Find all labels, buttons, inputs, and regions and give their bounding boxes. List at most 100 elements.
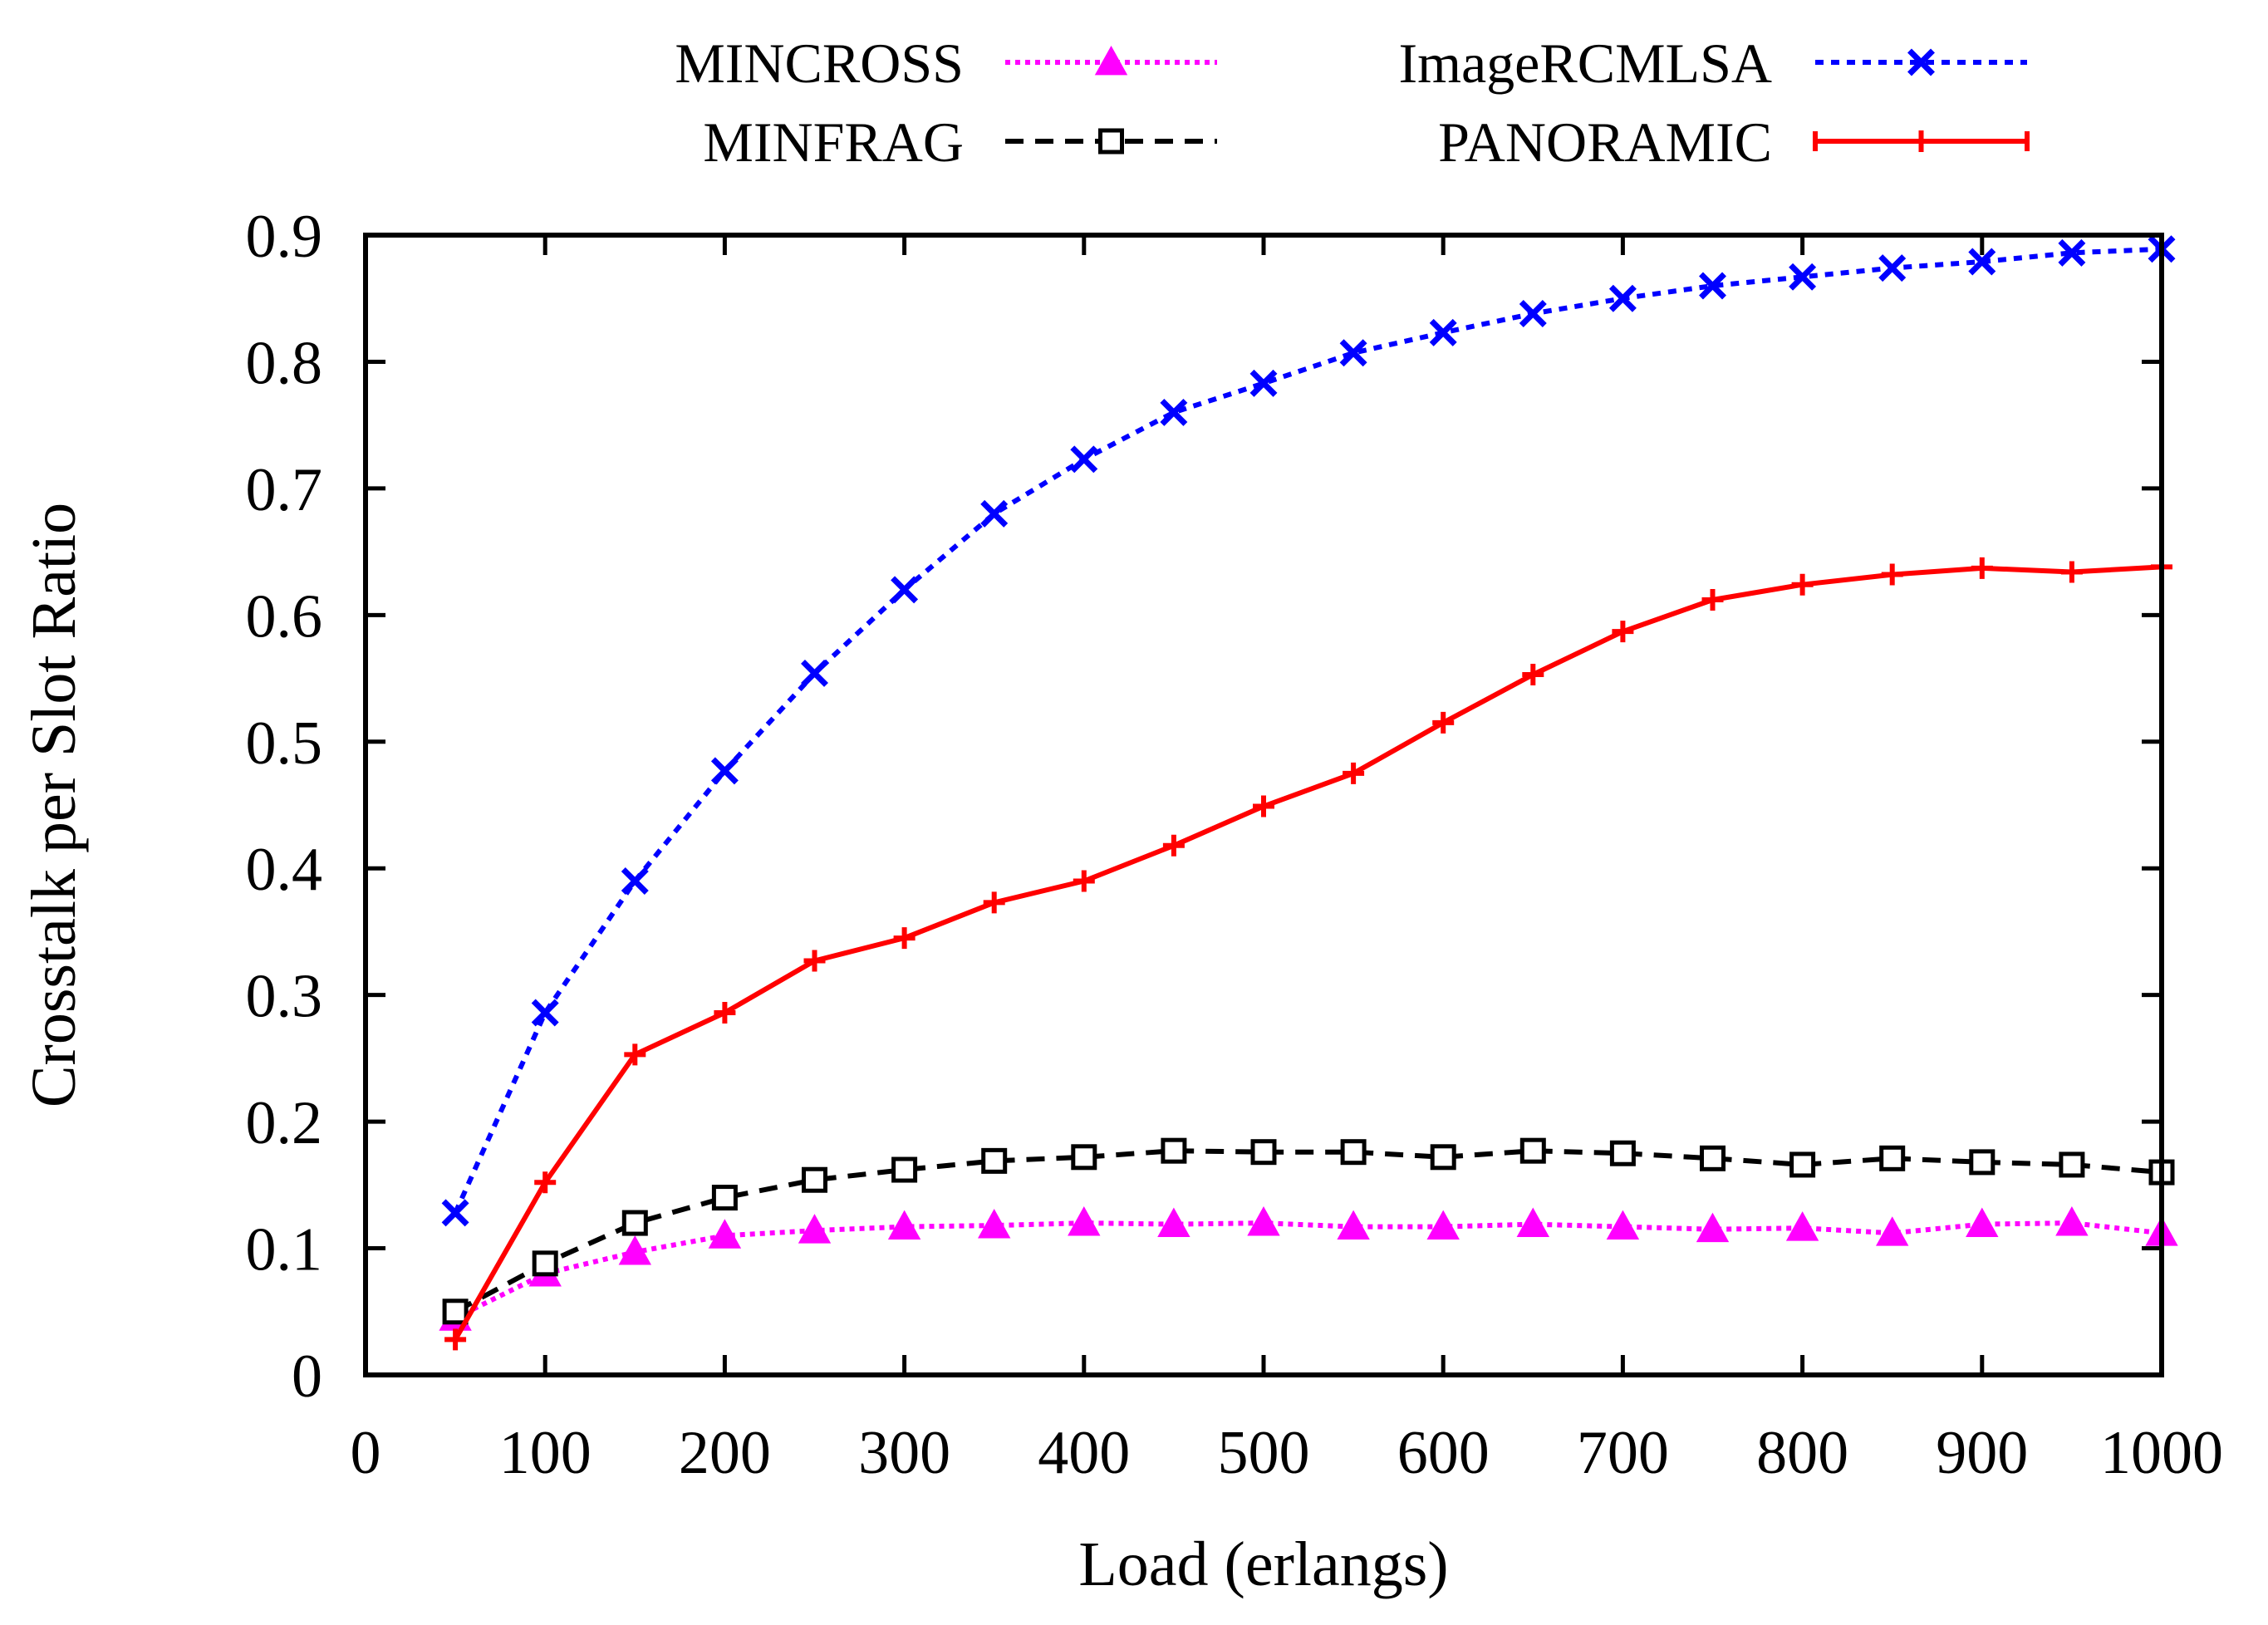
data-point-imagercmlsa (621, 867, 649, 895)
y-tick-label: 0.5 (246, 709, 323, 778)
data-point-mincross (1606, 1210, 1640, 1240)
data-point-panoramic (1253, 795, 1274, 817)
data-point-minfrag (1700, 1145, 1726, 1171)
legend-marker-panoramic (1910, 130, 1932, 152)
x-tick-label: 700 (1577, 1419, 1669, 1487)
data-point-imagercmlsa (441, 1199, 469, 1227)
y-tick-label: 0.4 (246, 836, 323, 904)
data-point-minfrag (711, 1185, 738, 1211)
series-panoramic (444, 556, 2172, 1351)
data-point-minfrag (1519, 1137, 1546, 1164)
data-point-mincross (1426, 1210, 1460, 1240)
data-point-imagercmlsa (1160, 398, 1188, 426)
data-point-panoramic (534, 1171, 557, 1194)
data-point-imagercmlsa (1699, 272, 1726, 300)
plot-frame (363, 233, 2164, 1377)
series-layer (439, 235, 2178, 1351)
data-point-imagercmlsa (980, 499, 1009, 528)
legend-marker-minfrag (1098, 128, 1124, 155)
data-point-imagercmlsa (801, 659, 828, 687)
x-tick-label: 200 (679, 1419, 771, 1487)
y-tick-label: 0.8 (246, 329, 323, 397)
data-point-imagercmlsa (531, 999, 559, 1027)
data-point-minfrag (532, 1250, 558, 1277)
series-line-mincross (454, 1220, 2162, 1321)
data-point-imagercmlsa (1070, 445, 1098, 474)
data-point-panoramic (714, 1002, 736, 1024)
y-tick-label: 0.9 (246, 203, 323, 271)
data-point-imagercmlsa (1878, 254, 1907, 282)
data-point-minfrag (981, 1147, 1008, 1174)
data-point-minfrag (802, 1166, 827, 1193)
data-point-minfrag (1340, 1139, 1367, 1166)
data-point-panoramic (893, 927, 916, 950)
legend-label-mincross: MINCROSS (675, 32, 964, 95)
series-line-minfrag (454, 1148, 2162, 1314)
x-tick-label: 0 (351, 1419, 381, 1487)
data-point-panoramic (983, 891, 1005, 914)
data-point-mincross (1337, 1210, 1370, 1240)
data-point-panoramic (444, 1328, 467, 1351)
data-point-minfrag (442, 1299, 469, 1325)
series-minfrag (442, 1137, 2175, 1325)
series-line-panoramic (453, 564, 2162, 1341)
data-point-mincross (1068, 1206, 1101, 1236)
y-tick-label: 0.1 (246, 1216, 323, 1284)
data-point-panoramic (624, 1043, 646, 1066)
ticks-layer: 0 100 200 300 400 500 600 700 800 900 1000 0 0.1 0.2 0… (246, 203, 2224, 1487)
data-point-mincross (2055, 1206, 2089, 1236)
series-line-imagercmlsa (453, 246, 2162, 1215)
data-point-mincross (798, 1214, 832, 1244)
data-point-minfrag (1969, 1149, 1996, 1176)
data-point-panoramic (803, 950, 826, 972)
x-tick-label: 800 (1756, 1419, 1848, 1487)
data-point-mincross (708, 1219, 742, 1249)
y-tick-label: 0.7 (246, 456, 323, 524)
data-point-imagercmlsa (1429, 318, 1457, 346)
data-point-minfrag (2059, 1151, 2085, 1178)
legend-marker-mincross (1094, 45, 1128, 76)
data-point-mincross (1157, 1207, 1190, 1237)
y-axis-title: Crosstalk per Slot Ratio (19, 503, 89, 1107)
legend-item-mincross: MINCROSS (675, 32, 1217, 95)
data-point-mincross (978, 1209, 1011, 1239)
data-point-panoramic (1881, 563, 1903, 586)
data-point-imagercmlsa (1789, 263, 1817, 291)
data-point-minfrag (1789, 1151, 1816, 1178)
data-point-mincross (1247, 1206, 1280, 1236)
x-tick-label: 1000 (2100, 1419, 2223, 1487)
legend: MINCROSS MINFRAG ImageRCMLSA PANORAMIC (675, 32, 2030, 174)
legend-item-minfrag: MINFRAG (703, 110, 1217, 174)
data-point-mincross (887, 1210, 921, 1240)
x-tick-label: 300 (858, 1419, 950, 1487)
data-point-panoramic (1343, 762, 1365, 784)
legend-label-imagercmlsa: ImageRCMLSA (1398, 32, 1772, 95)
data-point-imagercmlsa (1519, 300, 1547, 327)
data-point-minfrag (1250, 1139, 1277, 1166)
x-tick-label: 900 (1936, 1419, 2028, 1487)
data-point-imagercmlsa (2058, 238, 2086, 267)
legend-label-panoramic: PANORAMIC (1438, 110, 1772, 174)
data-point-imagercmlsa (1968, 248, 1996, 276)
x-tick-label: 500 (1218, 1419, 1310, 1487)
y-tick-label: 0.6 (246, 582, 323, 650)
data-point-mincross (1516, 1207, 1549, 1237)
data-point-mincross (1785, 1211, 1819, 1241)
data-point-mincross (1876, 1216, 1909, 1246)
data-point-mincross (1696, 1212, 1730, 1243)
y-tick-label: 0 (292, 1343, 322, 1411)
data-point-minfrag (1879, 1145, 1906, 1171)
data-point-panoramic (2060, 561, 2083, 583)
data-point-minfrag (1430, 1144, 1456, 1171)
data-point-panoramic (1701, 589, 1724, 611)
data-point-panoramic (1522, 663, 1544, 685)
data-point-mincross (618, 1235, 651, 1265)
data-point-panoramic (1432, 711, 1455, 734)
data-point-imagercmlsa (1249, 369, 1278, 397)
y-tick-label: 0.3 (246, 963, 323, 1031)
data-point-imagercmlsa (710, 757, 739, 785)
series-imagercmlsa (441, 235, 2176, 1227)
data-point-minfrag (1161, 1137, 1187, 1164)
